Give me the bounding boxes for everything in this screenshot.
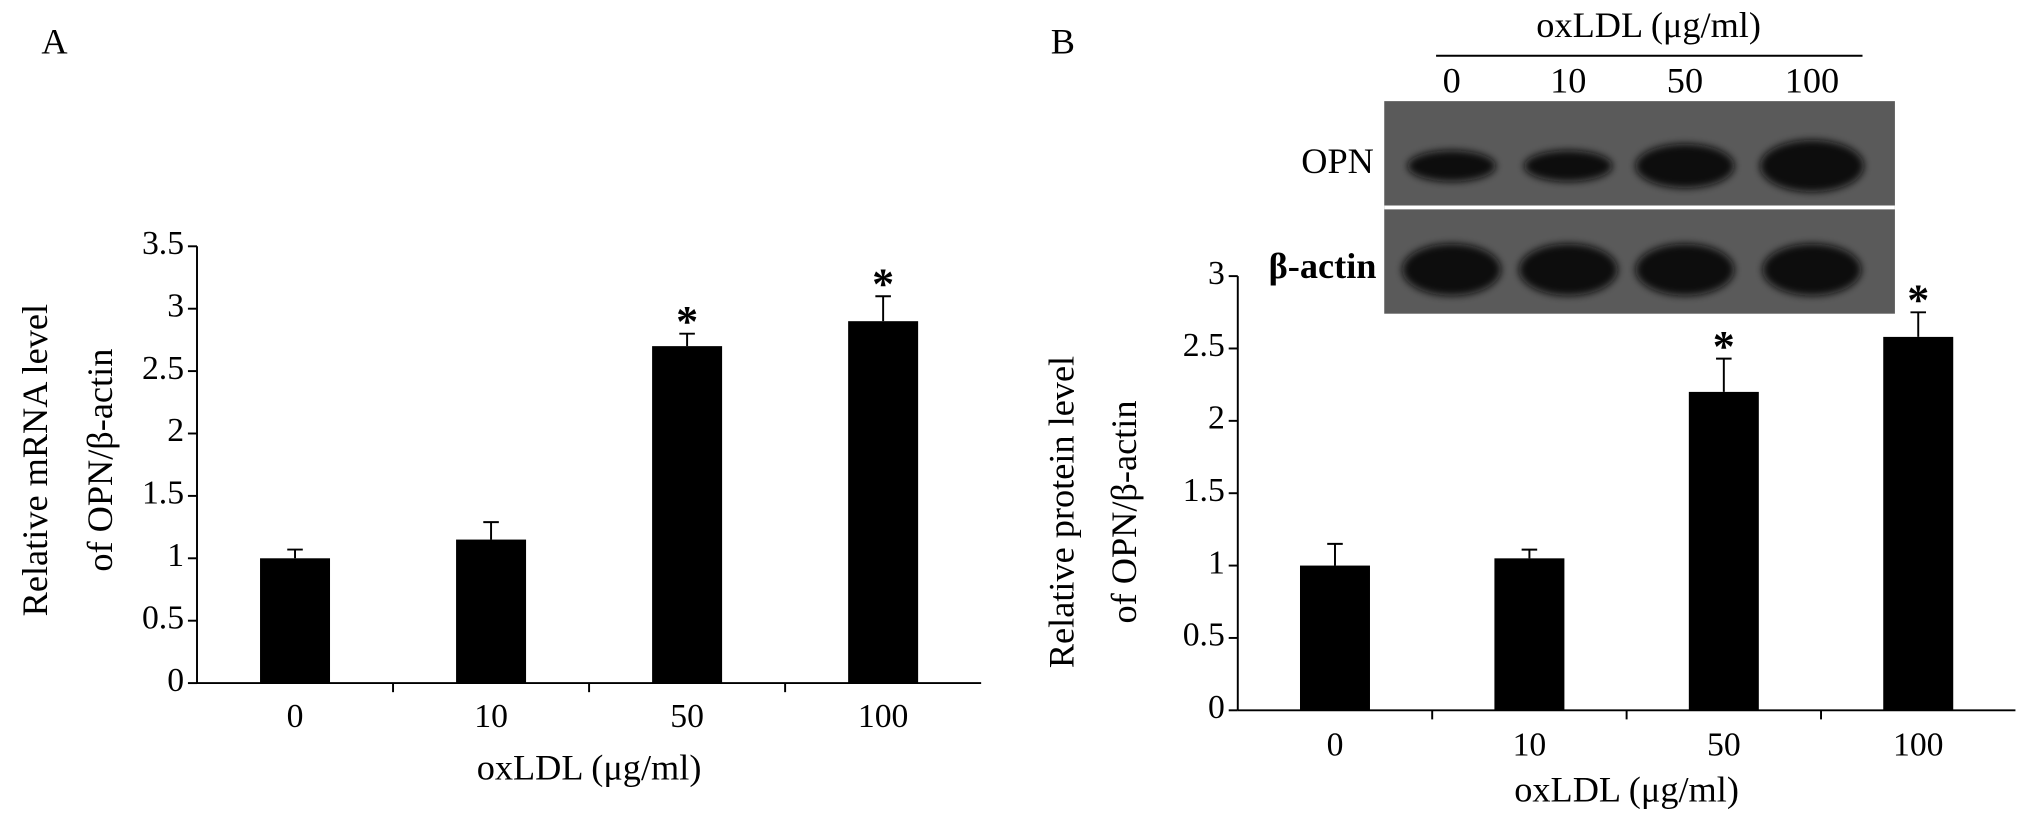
lane-label: 50 [1667, 61, 1703, 101]
x-tick-label: 10 [474, 698, 508, 735]
x-tick-label: 100 [858, 698, 909, 735]
y-tick-label: 0.5 [142, 599, 184, 636]
y-tick-label: 0.5 [1183, 617, 1225, 654]
error-bar [287, 548, 303, 559]
bar [1494, 558, 1565, 711]
y-tick-label: 3 [1208, 255, 1225, 292]
y-tick-label: 1 [167, 537, 184, 574]
y-tick-label: 0 [167, 662, 184, 699]
y-tick-label: 2 [167, 412, 184, 449]
y-axis-title: of OPN/β-actin [80, 349, 120, 572]
bar [652, 346, 723, 684]
blot-band [1519, 243, 1618, 296]
blot-title: oxLDL (μg/ml) [1536, 5, 1761, 45]
blot-band [1635, 143, 1735, 188]
bar [1883, 336, 1954, 711]
y-tick-label: 1 [1208, 544, 1225, 581]
error-bar [1716, 357, 1732, 392]
bar [1299, 565, 1370, 711]
bar [848, 321, 919, 684]
y-tick-label: 2.5 [1183, 327, 1225, 364]
y-tick-label: 3 [167, 287, 184, 324]
row-label: β-actin [1269, 246, 1377, 286]
error-bar [1327, 542, 1343, 566]
bar [260, 558, 331, 684]
error-bar [1521, 548, 1538, 559]
error-bar [483, 521, 499, 540]
blot-band [1524, 150, 1613, 182]
significance: * [872, 260, 894, 309]
y-tick-label: 2 [1208, 400, 1225, 437]
significance: * [1713, 322, 1735, 371]
y-tick-label: 2.5 [142, 350, 184, 387]
row-label: OPN [1301, 141, 1374, 181]
x-tick-label: 50 [670, 698, 704, 735]
error-bar [1910, 311, 1927, 337]
x-tick-label: 0 [1327, 727, 1344, 764]
significance: * [1907, 276, 1929, 325]
blot-band [1760, 140, 1864, 192]
error-bar [679, 332, 695, 347]
y-tick-label: 0 [1208, 689, 1225, 726]
x-axis-title: oxLDL (μg/ml) [477, 748, 702, 788]
y-tick-label: 3.5 [142, 225, 184, 262]
lane-label: 10 [1550, 61, 1586, 101]
x-tick-label: 50 [1707, 727, 1741, 764]
blot-band [1402, 243, 1501, 296]
panel-label: B [1051, 22, 1075, 62]
blot-band [1762, 243, 1862, 296]
bar [456, 539, 527, 684]
error-bar [875, 295, 891, 322]
y-axis-title: of OPN/β-actin [1104, 400, 1144, 623]
y-axis-title: Relative protein level [1042, 356, 1082, 668]
lane-label: 100 [1785, 61, 1839, 101]
y-tick-label: 1.5 [142, 475, 184, 512]
x-tick-label: 100 [1893, 727, 1944, 764]
blot-band [1407, 150, 1496, 182]
x-tick-label: 10 [1513, 727, 1547, 764]
y-axis-title: Relative mRNA level [15, 304, 55, 616]
significance: * [676, 297, 698, 346]
x-axis-title: oxLDL (μg/ml) [1514, 770, 1739, 810]
lane-label: 0 [1443, 61, 1461, 101]
panel-label: A [41, 22, 67, 62]
y-tick-label: 1.5 [1183, 472, 1225, 509]
bar [1688, 391, 1759, 711]
x-tick-label: 0 [287, 698, 304, 735]
blot-band [1635, 243, 1735, 296]
